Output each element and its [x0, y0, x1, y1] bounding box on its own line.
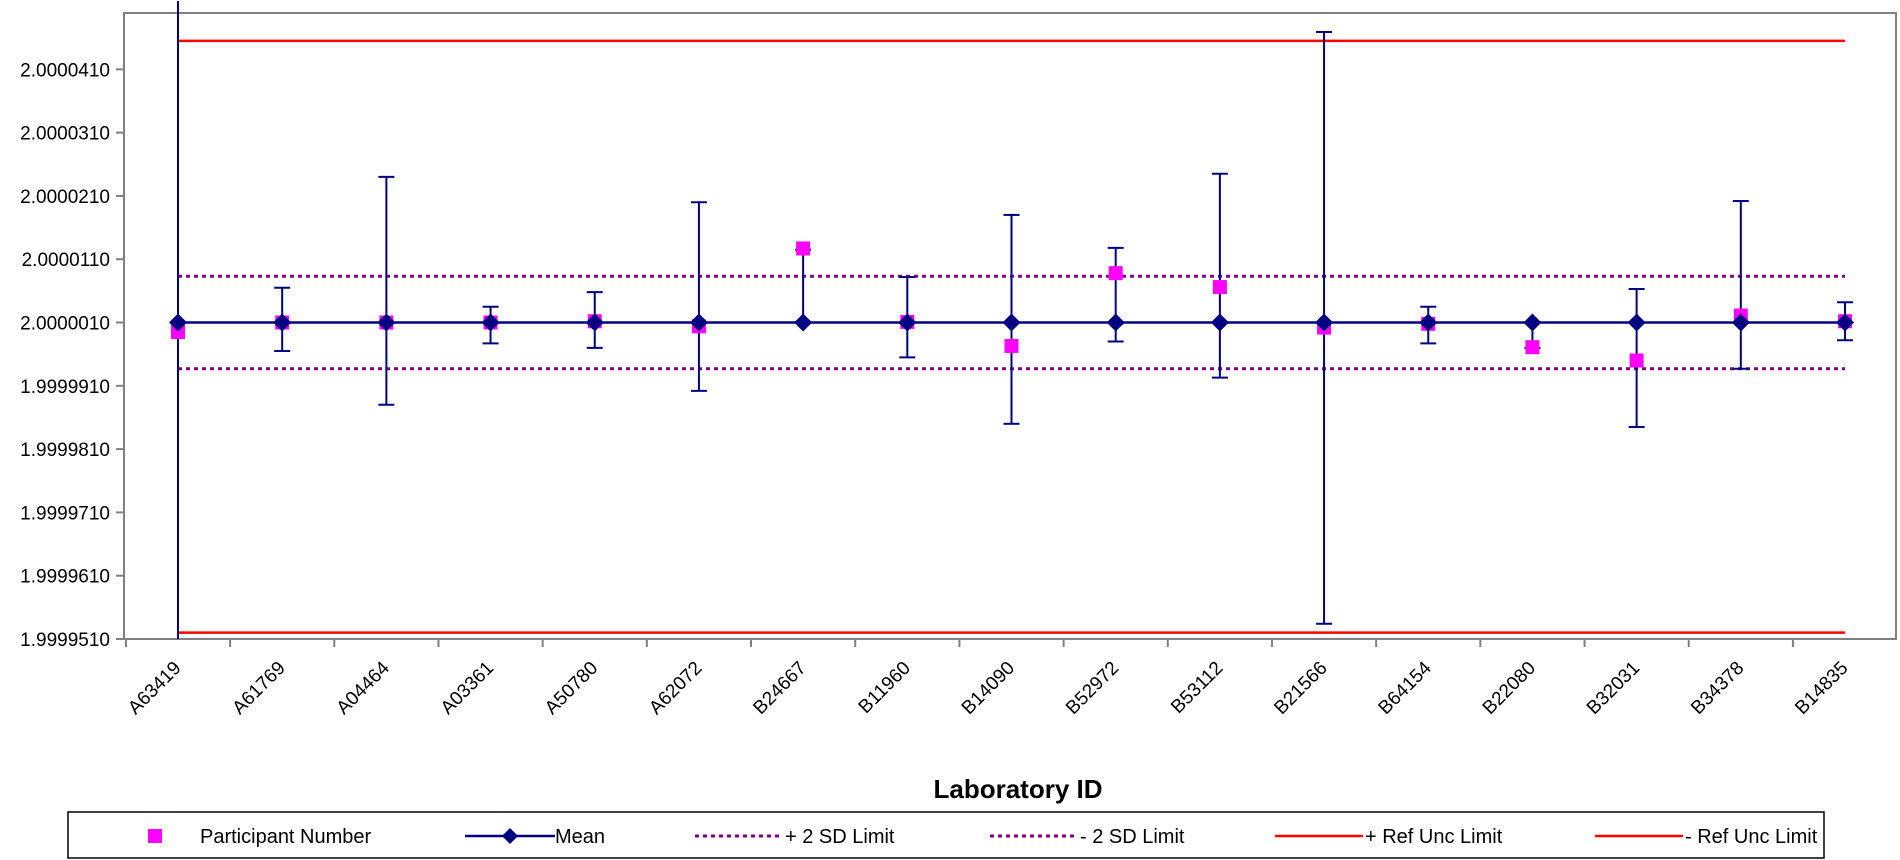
y-tick-label: 1.9999510	[20, 630, 110, 651]
mean-point	[1106, 313, 1125, 332]
x-tick-label: B14090	[958, 658, 1019, 719]
participant-point	[1004, 338, 1019, 353]
legend-ref-unc-limit-label: + Ref Unc Limit	[1365, 826, 1503, 848]
participant-point	[796, 241, 811, 256]
x-tick-label: B32031	[1583, 658, 1644, 719]
participant-point	[1629, 353, 1644, 368]
legend-ref-unc-limit-label: - Ref Unc Limit	[1685, 826, 1818, 848]
y-tick-label: 2.0000310	[20, 124, 110, 145]
x-tick-label: B52972	[1062, 658, 1123, 719]
y-tick-label: 2.0000210	[20, 187, 110, 208]
x-tick-label: A63419	[124, 658, 185, 719]
x-axis: A63419 A61769 A04464 A03361 A50780 A62072 B246…	[124, 639, 1853, 719]
mean-point	[1002, 313, 1021, 332]
y-tick-label: 2.0000010	[20, 314, 110, 335]
legend-participant-number-label: Participant Number	[200, 826, 372, 848]
mean-point	[1210, 313, 1229, 332]
participant-point	[1525, 340, 1540, 355]
y-tick-label: 1.9999610	[20, 567, 110, 588]
x-tick-label: B22080	[1479, 658, 1540, 719]
legend-mean-label: Mean	[555, 826, 605, 848]
x-tick-label: A50780	[541, 658, 602, 719]
mean-point	[273, 313, 292, 332]
mean-point	[1836, 313, 1854, 332]
participant-point	[1212, 280, 1227, 295]
legend: Participant Number Mean + 2 SD Limit - 2 SD…	[67, 811, 1825, 859]
mean-point	[689, 313, 708, 332]
y-tick-label: 1.9999810	[20, 440, 110, 461]
mean-point	[1419, 313, 1438, 332]
participant-point	[1108, 266, 1123, 281]
y-axis: 1.9999510 1.9999610 1.9999710 1.9999810 1.99…	[20, 13, 125, 651]
mean-point	[1627, 313, 1646, 332]
legend-participant-number-swatch	[148, 829, 162, 843]
y-tick-label: 1.9999710	[20, 503, 110, 524]
x-axis-title: Laboratory ID	[933, 774, 1102, 804]
x-tick-label: B24667	[749, 658, 810, 719]
mean-point	[585, 313, 604, 332]
mean-point	[377, 313, 396, 332]
mean-point	[169, 313, 187, 332]
x-tick-label: B11960	[855, 658, 915, 718]
x-tick-label: A62072	[645, 658, 706, 719]
legend-2-sd-limit-label: - 2 SD Limit	[1080, 826, 1185, 848]
mean-point	[898, 313, 917, 332]
x-tick-label: B53112	[1167, 658, 1227, 718]
mean-point	[1731, 313, 1750, 332]
y-tick-label: 1.9999910	[20, 377, 110, 398]
mean-point	[794, 313, 813, 332]
participant-point	[171, 325, 185, 340]
x-tick-label: B64154	[1375, 657, 1436, 718]
legend-box	[67, 811, 1825, 859]
mean-point	[1315, 313, 1334, 332]
x-tick-label: A04464	[333, 657, 394, 718]
x-tick-label: A61769	[229, 658, 290, 719]
mean-point	[481, 313, 500, 332]
y-tick-label: 2.0000110	[22, 250, 110, 271]
legend-2-sd-limit-label: + 2 SD Limit	[785, 826, 895, 848]
x-tick-label: B34378	[1687, 658, 1748, 719]
x-tick-label: B14835	[1791, 658, 1852, 719]
x-tick-label: B21566	[1270, 658, 1331, 719]
x-tick-label: A03361	[437, 658, 498, 719]
y-tick-label: 2.0000410	[20, 60, 110, 81]
legend-mean-marker	[502, 828, 518, 844]
mean-point	[1523, 313, 1542, 332]
